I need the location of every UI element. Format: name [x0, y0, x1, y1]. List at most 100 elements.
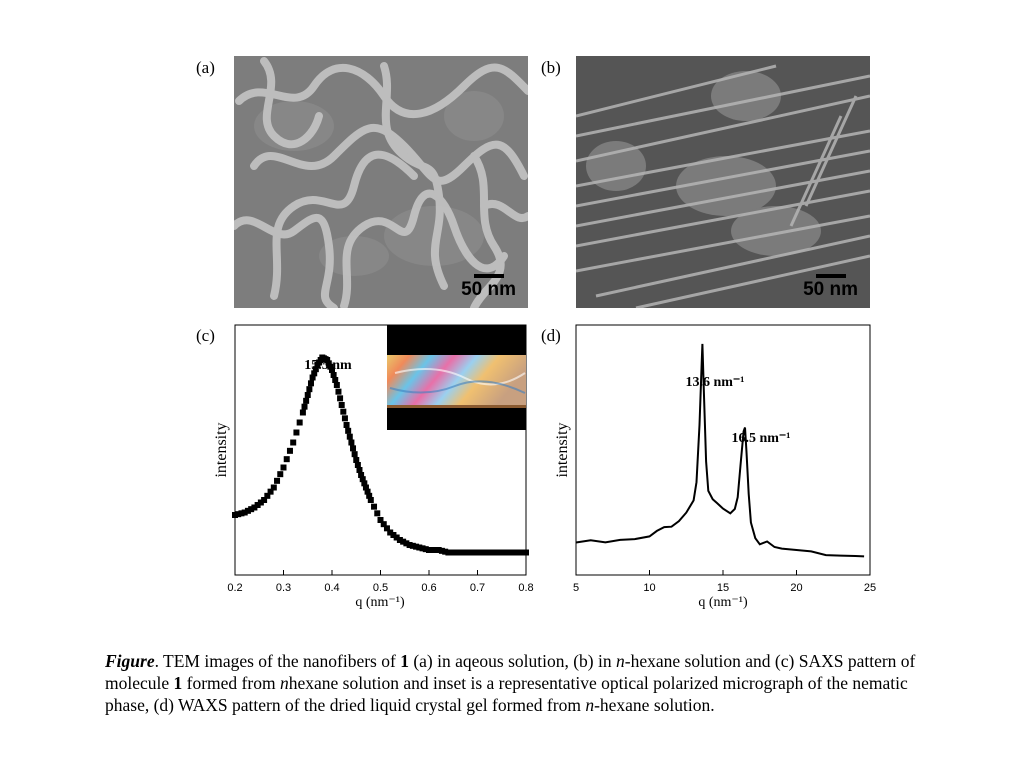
saxs-data-point — [304, 392, 311, 398]
tem-image-a: 50 nm — [234, 56, 528, 308]
saxs-data-point — [241, 509, 248, 516]
saxs-data-point — [455, 549, 462, 556]
saxs-data-point — [458, 549, 465, 556]
saxs-data-point — [346, 433, 353, 440]
caption-text-3: -hexane solution and (c) SAXS pattern of… — [105, 651, 916, 693]
saxs-data-point — [238, 510, 245, 517]
saxs-data-point — [361, 480, 368, 487]
c-x-tick-label-1: 0.3 — [276, 582, 291, 594]
saxs-data-point — [332, 377, 339, 383]
waxs-series-line — [575, 343, 865, 558]
saxs-data-point — [235, 511, 242, 518]
saxs-data-point — [409, 542, 416, 549]
caption-text-5: hexane solution and inset is a represent… — [105, 673, 908, 715]
saxs-data-point — [261, 497, 268, 503]
saxs-data-point — [341, 415, 348, 422]
saxs-data-point — [350, 445, 357, 452]
saxs-data-point — [358, 472, 365, 478]
saxs-data-point — [274, 477, 281, 484]
caption-text-4: formed from — [182, 673, 280, 693]
tem-image-b-graphic — [576, 56, 870, 308]
saxs-data-point — [354, 462, 361, 468]
saxs-data-point — [338, 402, 345, 408]
saxs-data-point — [422, 546, 429, 553]
saxs-data-point — [380, 521, 387, 528]
saxs-data-point — [383, 525, 390, 532]
d-x-tick-label-0: 5 — [573, 582, 579, 594]
saxs-data-point — [448, 549, 455, 556]
saxs-data-point — [277, 471, 284, 478]
scale-bar-line-a — [473, 274, 504, 278]
caption-label: Figure — [105, 651, 155, 671]
saxs-data-point — [413, 543, 420, 550]
saxs-data-point — [309, 374, 316, 381]
saxs-data-point — [487, 549, 494, 556]
x-axis-label-c: q (nm⁻¹) — [355, 595, 405, 610]
plot-frame-d — [575, 324, 871, 576]
saxs-data-point — [257, 499, 264, 506]
figure-caption: Figure. TEM images of the nanofibers of … — [105, 650, 955, 716]
saxs-data-point — [464, 549, 471, 556]
saxs-data-point — [419, 545, 426, 552]
waxs-plot: 5 10 15 20 25 q (nm⁻¹) intensity 13.6 nm⁻¹ 1… — [554, 324, 876, 610]
saxs-data-point — [477, 549, 484, 556]
saxs-data-point — [251, 504, 258, 511]
tem-image-b: 50 nm — [576, 56, 870, 308]
saxs-data-point — [244, 507, 251, 514]
saxs-data-point — [366, 492, 373, 499]
saxs-data-point — [254, 502, 261, 508]
saxs-data-point — [343, 422, 350, 428]
saxs-data-point — [510, 549, 517, 556]
caption-text-6: -hexane solution. — [594, 695, 715, 715]
saxs-data-point — [403, 540, 410, 547]
saxs-data-point — [280, 464, 287, 471]
saxs-data-point — [442, 548, 449, 555]
saxs-data-point — [303, 397, 310, 404]
scale-bar-label-a: 50 nm — [461, 279, 516, 300]
saxs-data-point — [516, 549, 523, 556]
saxs-data-point — [426, 547, 432, 553]
saxs-data-point — [312, 366, 319, 373]
saxs-data-point — [348, 439, 355, 446]
saxs-data-point — [329, 367, 335, 373]
saxs-data-point — [468, 549, 475, 556]
saxs-data-point — [471, 549, 478, 556]
saxs-data-point — [286, 447, 293, 454]
saxs-data-point — [371, 503, 378, 510]
saxs-data-point — [325, 360, 332, 367]
y-axis-label-c: intensity — [213, 422, 230, 477]
c-x-tick-label-2: 0.4 — [324, 582, 339, 594]
caption-text-2: (a) in aqeous solution, (b) in — [408, 651, 616, 671]
saxs-data-point — [311, 370, 318, 377]
saxs-data-point — [429, 547, 436, 553]
scale-bar-b: 50 nm — [803, 274, 858, 300]
scale-bar-label-b: 50 nm — [803, 279, 858, 300]
saxs-data-point — [480, 549, 487, 556]
saxs-data-point — [333, 382, 340, 388]
d-x-tick-label-1: 10 — [643, 582, 655, 594]
saxs-data-point — [523, 549, 529, 556]
saxs-data-point — [377, 517, 384, 523]
saxs-data-point — [513, 549, 520, 556]
saxs-data-point — [353, 457, 360, 463]
saxs-data-point — [340, 408, 347, 415]
saxs-data-point — [267, 488, 274, 495]
saxs-data-point — [364, 488, 371, 495]
saxs-data-point — [290, 439, 297, 446]
c-x-tick-label-5: 0.7 — [470, 582, 485, 594]
caption-text-1: . TEM images of the nanofibers of — [154, 651, 401, 671]
saxs-data-point — [503, 549, 510, 556]
c-x-tick-label-4: 0.6 — [421, 582, 436, 594]
saxs-data-point — [283, 456, 290, 463]
tem-image-a-graphic — [234, 56, 528, 308]
d-x-tick-label-3: 20 — [790, 582, 802, 594]
saxs-data-point — [445, 549, 452, 556]
saxs-data-point — [387, 529, 394, 536]
saxs-data-point — [461, 549, 468, 556]
saxs-data-point — [416, 544, 423, 551]
panel-label-c: (c) — [196, 326, 215, 345]
saxs-plot: 0.2 0.3 0.4 0.5 0.6 0.7 0.8 q (nm⁻¹) intensity… — [213, 324, 534, 610]
saxs-data-point — [390, 532, 397, 538]
inset-micrograph — [387, 325, 526, 430]
saxs-data-point — [435, 547, 442, 553]
